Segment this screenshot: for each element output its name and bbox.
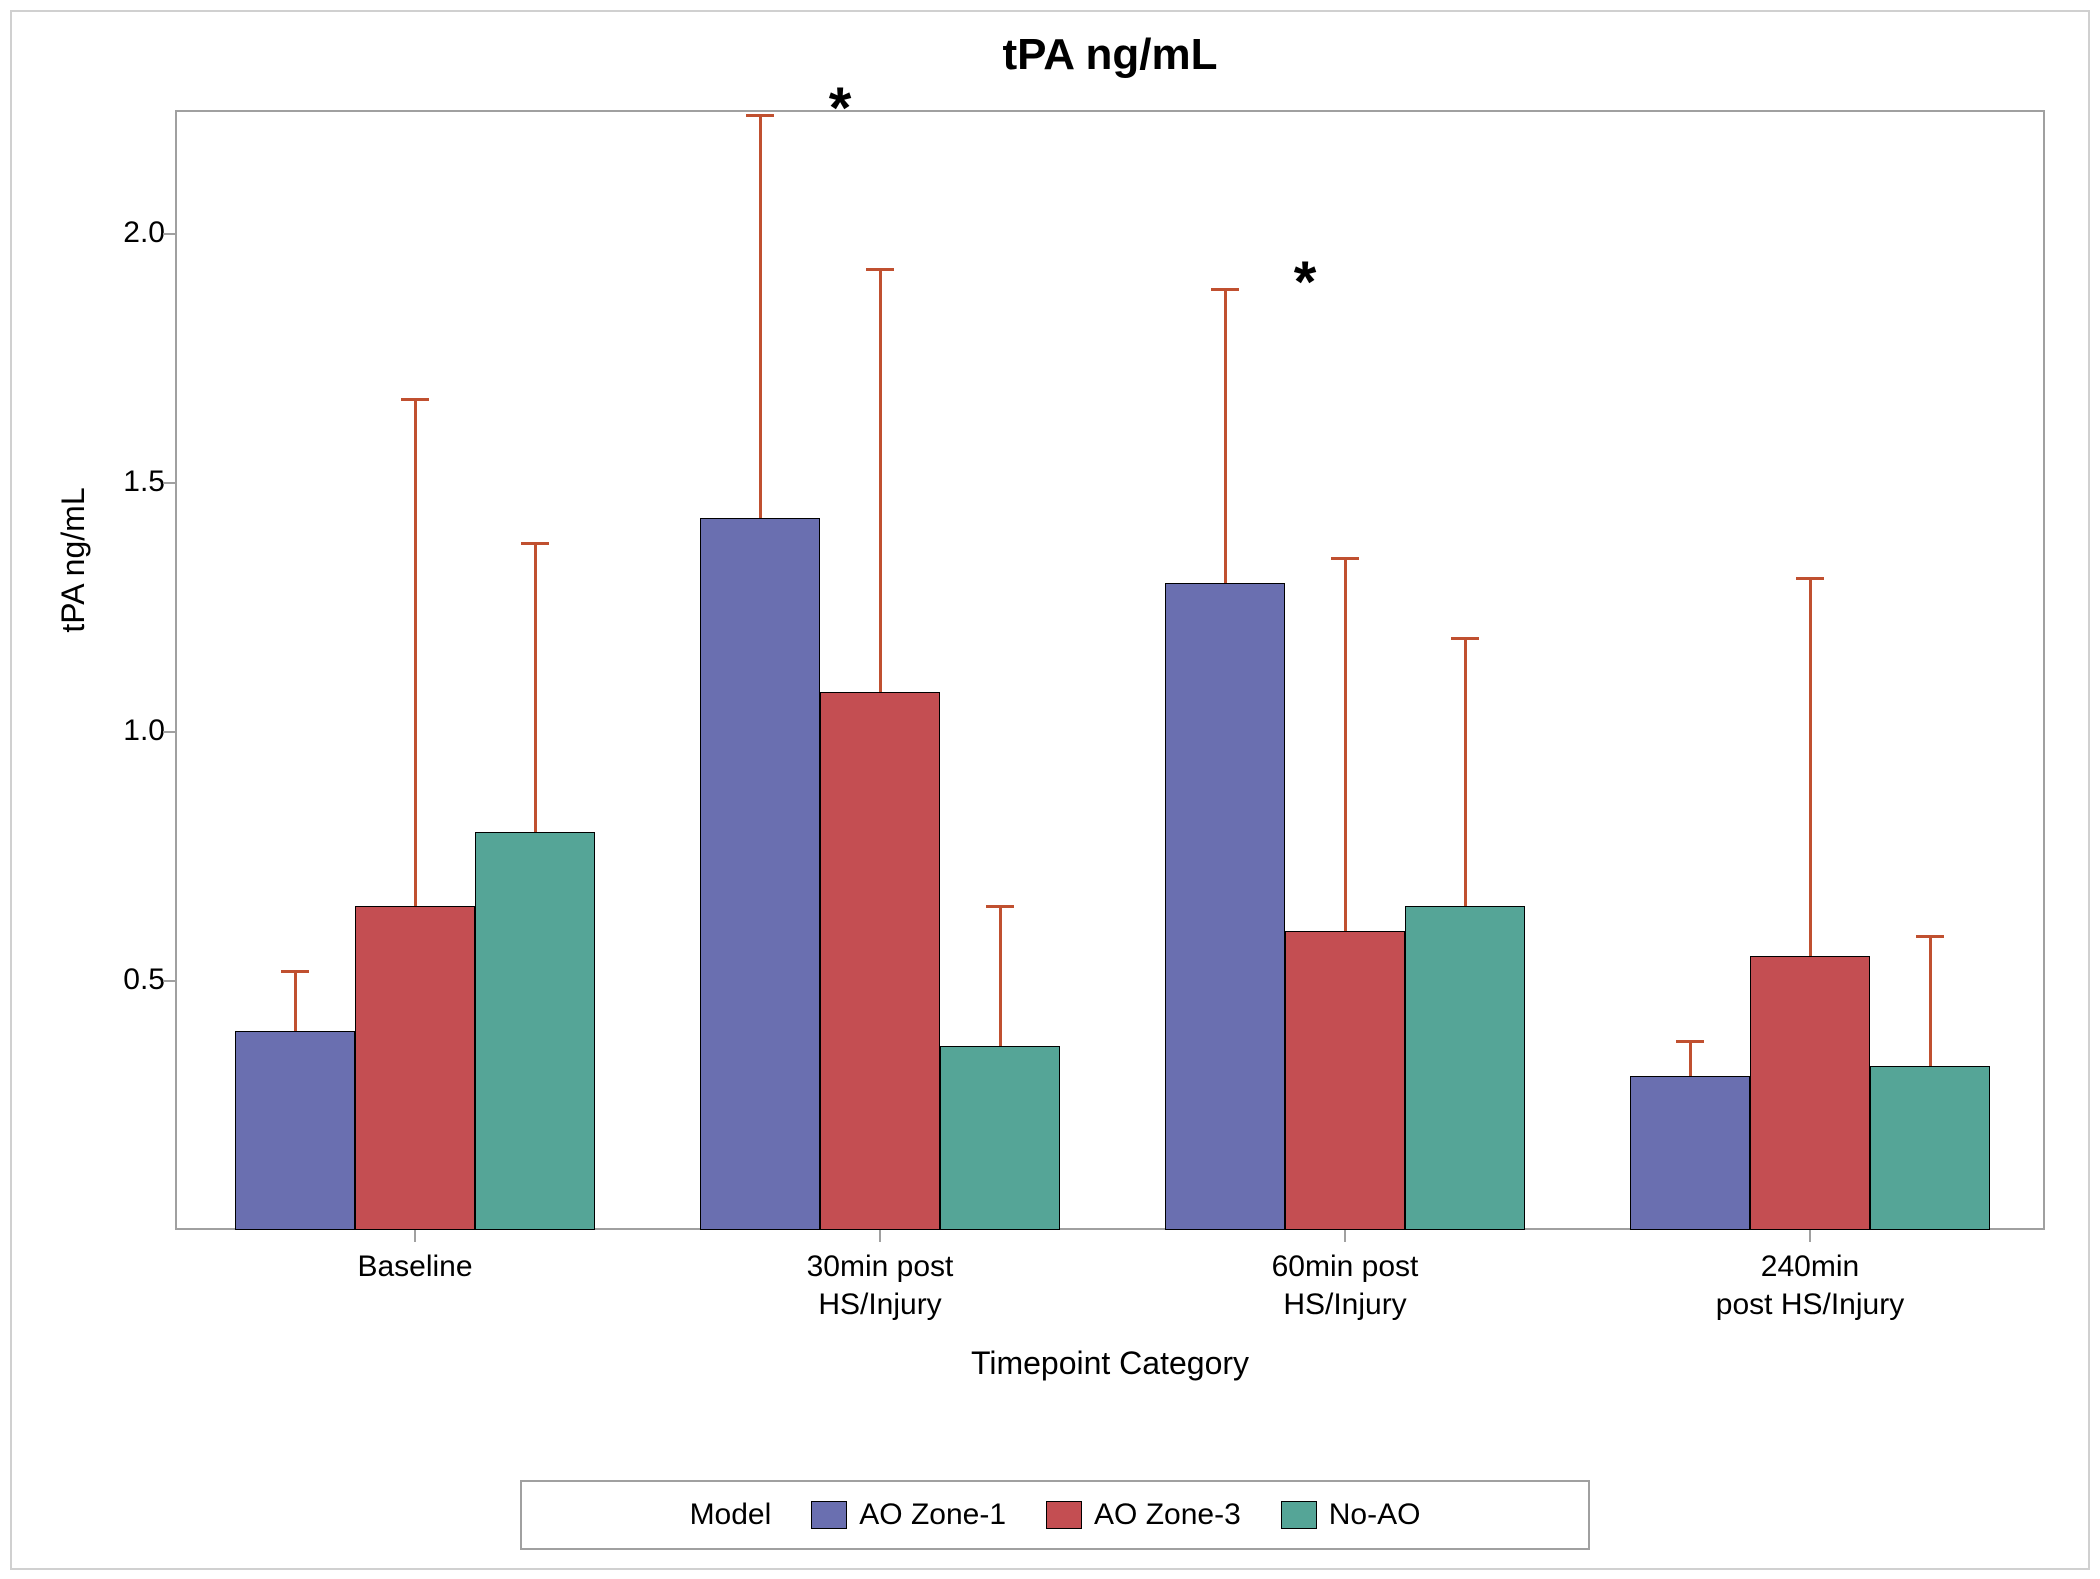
x-tick-mark bbox=[1809, 1230, 1811, 1242]
x-tick-mark bbox=[1344, 1230, 1346, 1242]
bar bbox=[940, 1046, 1060, 1230]
legend-label: AO Zone-1 bbox=[859, 1498, 1006, 1532]
error-bar-cap bbox=[1211, 288, 1239, 291]
error-bar-line bbox=[1224, 289, 1227, 583]
x-axis-label: Timepoint Category bbox=[175, 1345, 2045, 1382]
bar bbox=[1165, 583, 1285, 1230]
error-bar-cap bbox=[1916, 935, 1944, 938]
significance-marker: * bbox=[1275, 249, 1335, 316]
y-tick-mark bbox=[163, 482, 175, 484]
error-bar-line bbox=[999, 906, 1002, 1045]
x-tick-label: 30min postHS/Injury bbox=[680, 1248, 1080, 1323]
y-tick-mark bbox=[163, 980, 175, 982]
legend-swatch bbox=[1046, 1501, 1082, 1529]
error-bar-cap bbox=[1451, 637, 1479, 640]
error-bar-cap bbox=[746, 114, 774, 117]
legend-title: Model bbox=[690, 1498, 772, 1532]
y-tick-label: 2.0 bbox=[85, 216, 165, 250]
error-bar-line bbox=[1809, 578, 1812, 956]
legend-item: No-AO bbox=[1281, 1498, 1421, 1532]
bar bbox=[1285, 931, 1405, 1230]
y-tick-mark bbox=[163, 731, 175, 733]
error-bar-line bbox=[534, 543, 537, 832]
y-axis-label: tPA ng/mL bbox=[55, 360, 92, 760]
error-bar-cap bbox=[1796, 577, 1824, 580]
bar bbox=[355, 906, 475, 1230]
legend-swatch bbox=[1281, 1501, 1317, 1529]
legend: Model AO Zone-1 AO Zone-3 No-AO bbox=[520, 1480, 1590, 1550]
x-tick-label: 240minpost HS/Injury bbox=[1610, 1248, 2010, 1323]
legend-item: AO Zone-3 bbox=[1046, 1498, 1241, 1532]
bar bbox=[1750, 956, 1870, 1230]
x-tick-mark bbox=[879, 1230, 881, 1242]
bar bbox=[1405, 906, 1525, 1230]
legend-item: AO Zone-1 bbox=[811, 1498, 1006, 1532]
error-bar-line bbox=[1689, 1041, 1692, 1076]
error-bar-line bbox=[414, 399, 417, 907]
significance-marker: * bbox=[810, 75, 870, 142]
legend-label: No-AO bbox=[1329, 1498, 1421, 1532]
bar bbox=[1630, 1076, 1750, 1230]
error-bar-line bbox=[1929, 936, 1932, 1065]
error-bar-cap bbox=[866, 268, 894, 271]
error-bar-cap bbox=[521, 542, 549, 545]
error-bar-cap bbox=[1331, 557, 1359, 560]
legend-swatch bbox=[811, 1501, 847, 1529]
y-tick-label: 1.5 bbox=[85, 465, 165, 499]
y-tick-label: 0.5 bbox=[85, 963, 165, 997]
error-bar-line bbox=[759, 115, 762, 518]
error-bar-line bbox=[294, 971, 297, 1031]
x-tick-label: Baseline bbox=[215, 1248, 615, 1286]
chart-title: tPA ng/mL bbox=[175, 30, 2045, 80]
bar bbox=[235, 1031, 355, 1230]
bar bbox=[700, 518, 820, 1230]
x-tick-mark bbox=[414, 1230, 416, 1242]
legend-label: AO Zone-3 bbox=[1094, 1498, 1241, 1532]
y-tick-label: 1.0 bbox=[85, 714, 165, 748]
error-bar-cap bbox=[1676, 1040, 1704, 1043]
bar bbox=[475, 832, 595, 1230]
bar bbox=[1870, 1066, 1990, 1230]
error-bar-cap bbox=[986, 905, 1014, 908]
y-tick-mark bbox=[163, 233, 175, 235]
error-bar-line bbox=[1344, 558, 1347, 931]
error-bar-cap bbox=[281, 970, 309, 973]
error-bar-cap bbox=[401, 398, 429, 401]
x-tick-label: 60min postHS/Injury bbox=[1145, 1248, 1545, 1323]
error-bar-line bbox=[1464, 638, 1467, 907]
bar bbox=[820, 692, 940, 1230]
error-bar-line bbox=[879, 269, 882, 692]
